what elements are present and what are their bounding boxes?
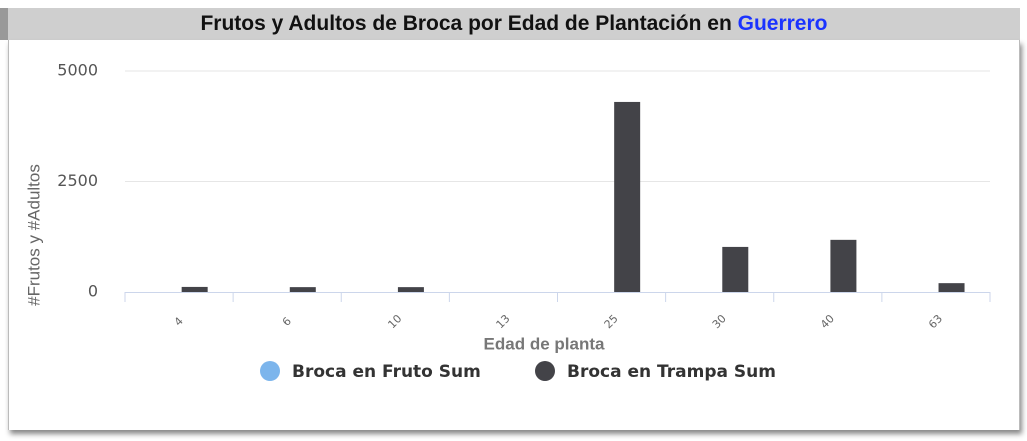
header: Frutos y Adultos de Broca por Edad de Pl… — [0, 8, 1020, 40]
title-location: Guerrero — [737, 12, 828, 35]
x-tick-label: 40 — [818, 312, 837, 331]
x-tick-label: 10 — [385, 312, 404, 331]
x-axis-title: Edad de planta — [484, 334, 605, 353]
legend-marker — [260, 361, 280, 381]
y-axis-title: #Frutos y #Adultos — [24, 164, 43, 306]
legend-marker — [535, 361, 555, 381]
bar — [938, 283, 965, 292]
legend-label: Broca en Trampa Sum — [567, 362, 776, 382]
bar — [289, 287, 316, 292]
bar — [614, 101, 641, 292]
x-tick-label: 6 — [280, 315, 294, 329]
bar — [830, 239, 857, 292]
y-tick-label: 0 — [88, 282, 98, 301]
x-tick-label: 30 — [710, 312, 729, 331]
bar — [722, 246, 749, 292]
bar — [181, 286, 208, 292]
y-tick-label: 2500 — [57, 171, 98, 190]
bar — [397, 287, 424, 292]
panel — [8, 40, 1020, 430]
x-tick-label: 63 — [926, 312, 945, 331]
x-tick-label: 4 — [172, 315, 186, 329]
x-tick-label: 13 — [494, 312, 513, 331]
x-tick-label: 25 — [602, 312, 621, 331]
legend-label: Broca en Fruto Sum — [292, 362, 481, 382]
y-tick-label: 5000 — [57, 61, 98, 80]
chart-title: Frutos y Adultos de Broca por Edad de Pl… — [200, 12, 732, 35]
